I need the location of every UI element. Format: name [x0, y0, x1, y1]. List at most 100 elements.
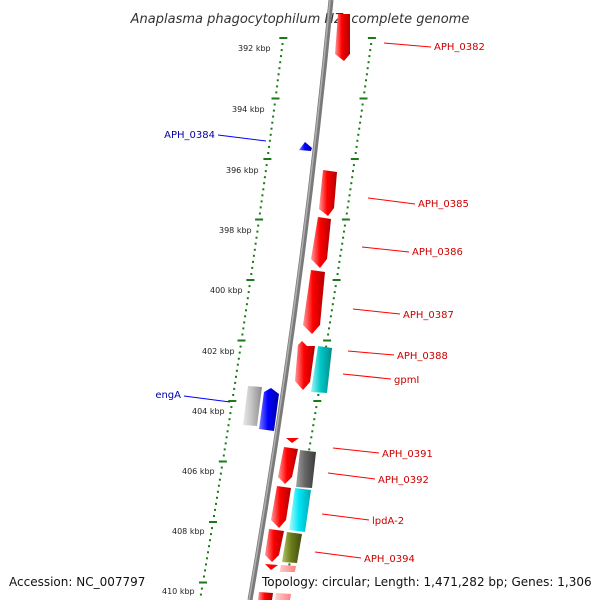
- outer-tick: [350, 158, 359, 160]
- outer-tick: [346, 206, 349, 209]
- outer-tick: [364, 85, 367, 88]
- inner-tick: [253, 248, 256, 251]
- inner-tick: [213, 515, 215, 517]
- gene-red-bottom[interactable]: [258, 592, 273, 600]
- inner-tick: [241, 333, 244, 336]
- gene-APH_0388[interactable]: [295, 341, 315, 390]
- outer-tick: [313, 418, 316, 421]
- inner-tick: [242, 327, 245, 330]
- inner-tick: [269, 133, 272, 136]
- outer-tick: [349, 188, 352, 191]
- outer-tick: [340, 248, 343, 251]
- leader-gpmI: [342, 373, 392, 380]
- outer-tick: [338, 260, 341, 263]
- scale-label-398: 398 kbp: [219, 226, 252, 235]
- inner-tick: [273, 103, 276, 106]
- inner-tick: [251, 266, 254, 269]
- inner-tick: [222, 454, 225, 457]
- outer-tick: [343, 230, 345, 233]
- label-APH_0382[interactable]: APH_0382: [434, 42, 485, 53]
- gene-APH_0391[interactable]: [278, 447, 298, 484]
- gene-APH_0394[interactable]: [282, 532, 302, 563]
- inner-tick: [224, 442, 227, 445]
- gene-APH_0392[interactable]: [296, 450, 316, 488]
- gene-red-lower[interactable]: [265, 529, 284, 562]
- inner-tick: [261, 194, 264, 197]
- outer-tick: [342, 236, 345, 239]
- label-APH_0388[interactable]: APH_0388: [397, 351, 448, 362]
- label-engA[interactable]: engA: [155, 390, 181, 401]
- label-gpmI[interactable]: gpmI: [394, 375, 419, 386]
- outer-tick: [359, 121, 362, 124]
- inner-tick: [209, 539, 211, 542]
- leader-APH_0394: [314, 551, 362, 559]
- leader-APH_0388: [347, 350, 395, 356]
- scale-label-394: 394 kbp: [232, 105, 265, 114]
- label-APH_0394[interactable]: APH_0394: [364, 554, 415, 565]
- outer-tick: [343, 224, 346, 227]
- inner-tick: [268, 145, 270, 148]
- outer-tick: [352, 164, 355, 167]
- inner-tick: [216, 496, 218, 499]
- outer-tick: [325, 345, 328, 348]
- outer-tick: [341, 242, 344, 245]
- inner-tick: [227, 424, 230, 427]
- gene-pink-bottom-2[interactable]: [275, 593, 291, 600]
- reverse-strand-features: [243, 142, 312, 431]
- label-lpdA-2[interactable]: lpdA-2: [372, 516, 404, 527]
- gene-engA[interactable]: [259, 388, 279, 431]
- label-APH_0387[interactable]: APH_0387: [403, 310, 454, 321]
- outer-tick: [336, 273, 339, 275]
- label-APH_0386[interactable]: APH_0386: [412, 247, 463, 258]
- outer-tick: [332, 279, 341, 281]
- inner-tick: [276, 85, 279, 88]
- outer-tick: [337, 266, 340, 269]
- outer-tick: [341, 218, 350, 221]
- outer-tick: [351, 176, 354, 179]
- label-APH_0385[interactable]: APH_0385: [418, 199, 469, 210]
- inner-tick: [234, 381, 237, 384]
- gene-APH_0384[interactable]: [299, 142, 312, 151]
- gene-APH_0385[interactable]: [319, 170, 337, 216]
- inner-tick: [280, 49, 283, 52]
- inner-tick: [220, 466, 223, 469]
- outer-tick: [328, 327, 330, 330]
- inner-tick: [275, 91, 278, 94]
- inner-tick: [262, 188, 265, 191]
- inner-tick: [203, 575, 205, 578]
- inner-tick: [199, 581, 207, 584]
- gene-lpdA-2[interactable]: [289, 488, 311, 532]
- outer-tick: [309, 442, 312, 445]
- gene-gpmI[interactable]: [311, 346, 332, 393]
- inner-tick: [271, 121, 274, 124]
- inner-tick: [276, 79, 279, 82]
- gene-red-small[interactable]: [265, 564, 278, 570]
- label-APH_0384[interactable]: APH_0384: [164, 130, 215, 141]
- gene-APH_0386[interactable]: [311, 217, 331, 268]
- feature-labels: APH_0382 APH_0384 APH_0385 APH_0386 APH_…: [155, 42, 485, 565]
- footer-summary-bg: [258, 572, 598, 590]
- outer-tick: [288, 563, 291, 566]
- inner-tick: [223, 448, 226, 451]
- leader-APH_0384: [217, 134, 267, 142]
- outer-tick: [359, 97, 368, 100]
- outer-tick: [330, 309, 333, 312]
- outer-tick: [317, 394, 320, 396]
- gene-APH_0382[interactable]: [335, 14, 350, 61]
- inner-tick: [277, 73, 280, 76]
- inner-tick: [199, 593, 202, 596]
- gene-engA-gray[interactable]: [243, 386, 262, 426]
- genome-backbone-highlight: [248, 0, 331, 600]
- label-APH_0391[interactable]: APH_0391: [382, 449, 433, 460]
- inner-tick: [216, 490, 219, 493]
- label-APH_0392[interactable]: APH_0392: [378, 475, 429, 486]
- inner-tick: [245, 303, 248, 306]
- inner-tick: [263, 182, 266, 185]
- outer-tick: [352, 170, 354, 173]
- gene-APH_0392-b[interactable]: [271, 486, 291, 528]
- outer-tick: [355, 145, 358, 148]
- gene-APH_0387[interactable]: [303, 270, 325, 334]
- gene-APH_0391-marker[interactable]: [286, 438, 299, 443]
- inner-tick: [248, 285, 251, 288]
